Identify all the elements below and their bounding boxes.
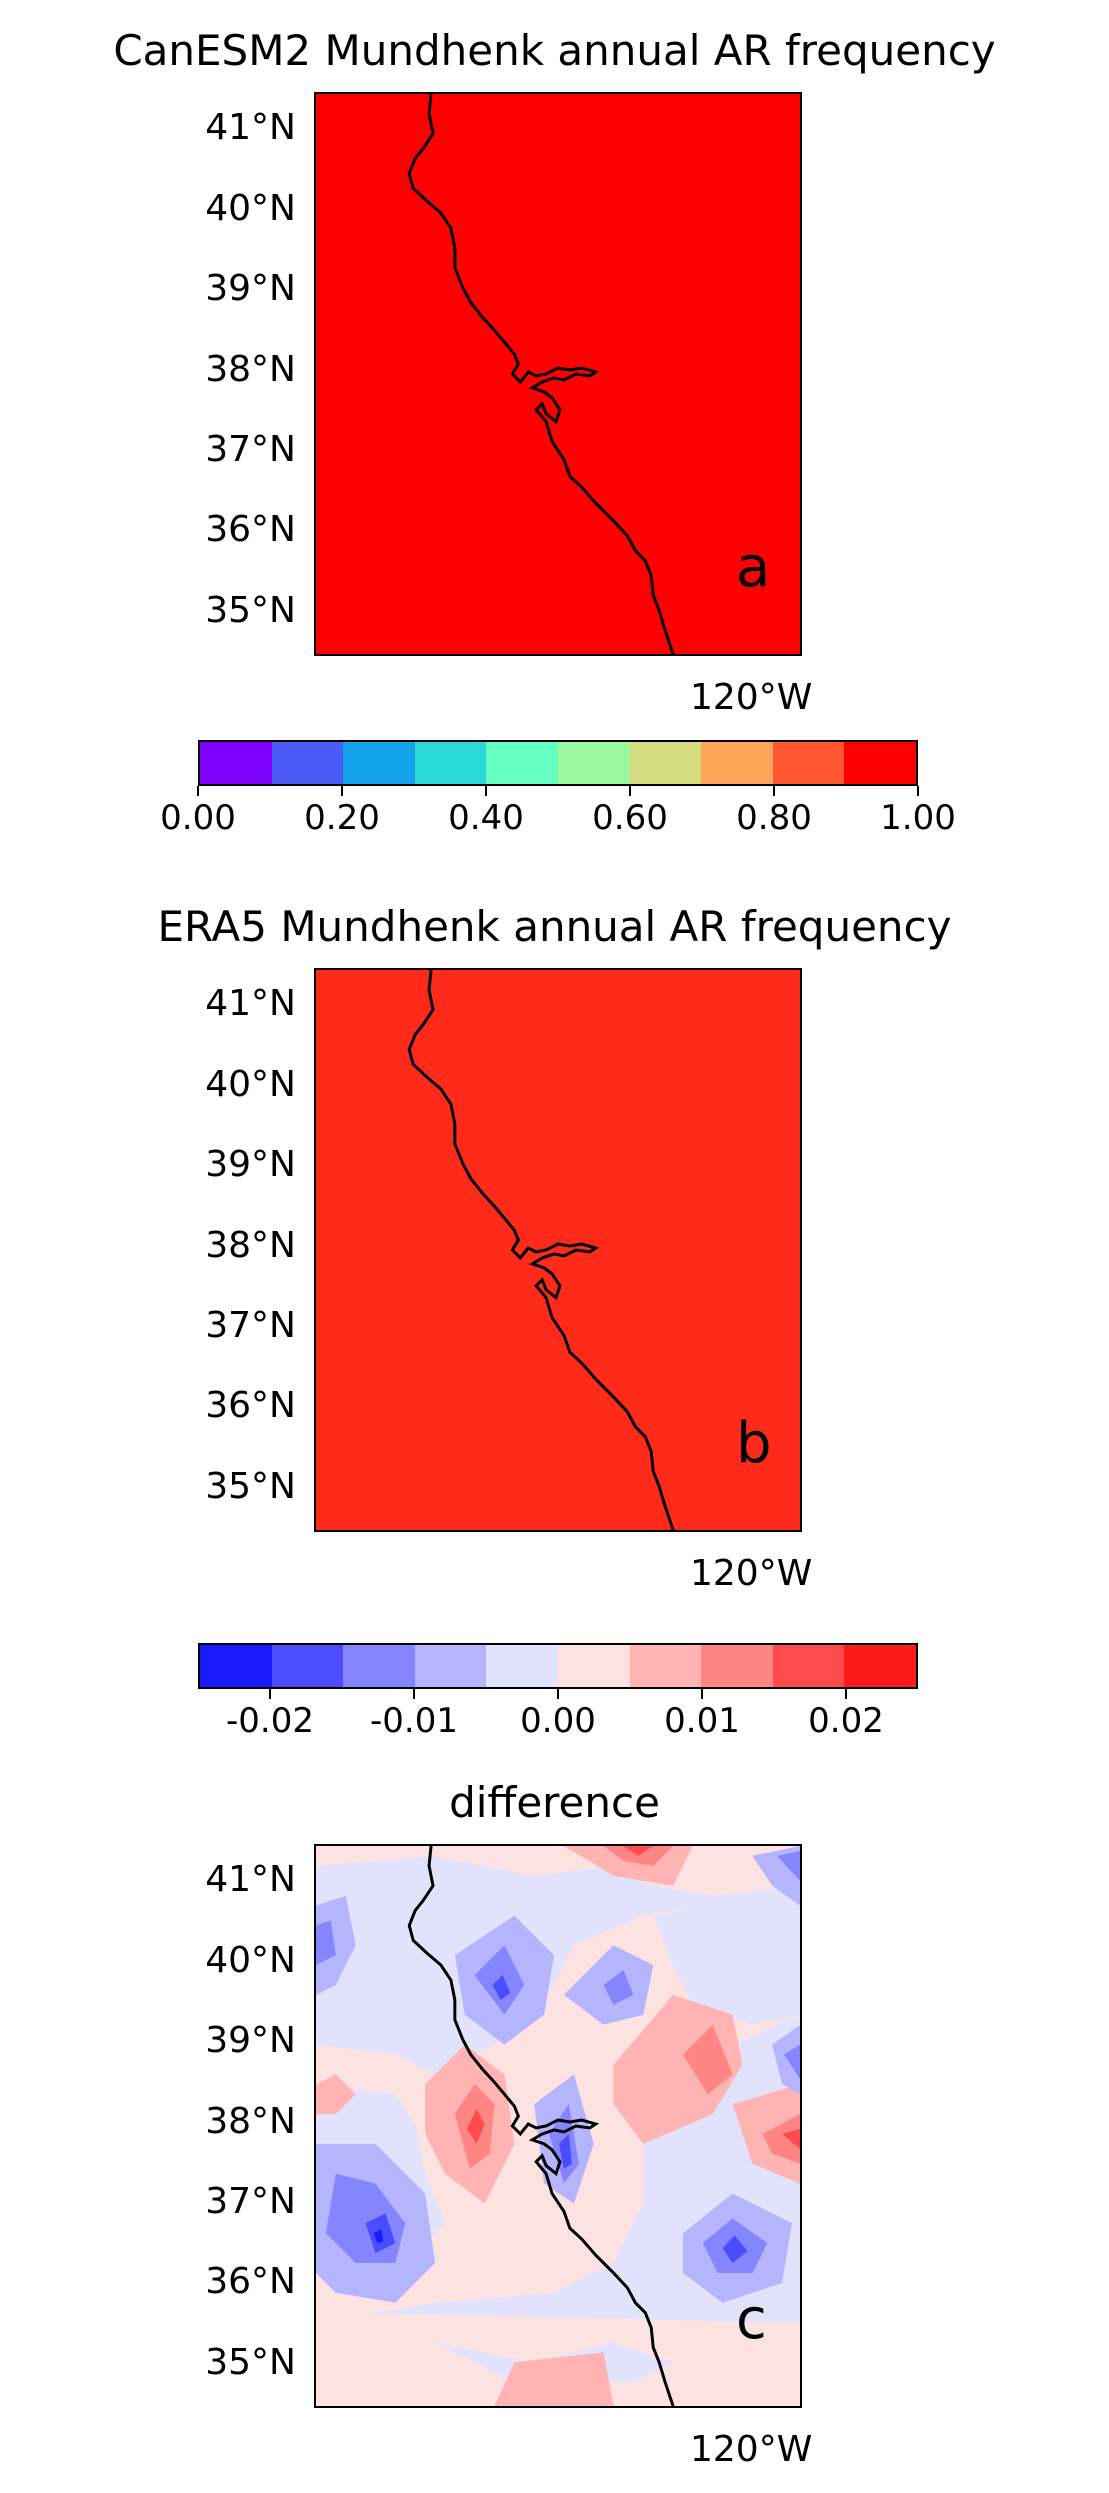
coastline-c [407,1846,675,2406]
cbar1-segment-7 [701,742,773,784]
cbar2-tick-label-3: 0.01 [664,1701,740,1741]
map-panel-c: c [314,1844,802,2408]
ytick-c-0: 41°N [205,1859,296,1900]
ytick-b-0: 41°N [205,983,296,1024]
cbar2-tick-mark-2 [557,1689,559,1699]
cbar1-tick-label-0: 0.00 [160,798,236,838]
cbar2-segment-8 [772,1645,845,1687]
ytick-a-4: 37°N [205,429,296,470]
cbar1-tick-label-2: 0.40 [448,798,524,838]
cbar1-tick-label-3: 0.60 [592,798,668,838]
cbar1-segment-4 [486,742,558,784]
cbar1-tick-mark-2 [485,786,487,796]
cbar1-tick-mark-4 [773,786,775,796]
ytick-c-5: 36°N [205,2261,296,2302]
ytick-a-5: 36°N [205,509,296,550]
cbar1-segment-6 [629,742,702,784]
frequency-field-a [316,94,800,654]
map-panel-b: b [314,968,802,1532]
cbar1-tick-mark-1 [341,786,343,796]
cbar2-tick-label-4: 0.02 [808,1701,884,1741]
cbar2-segment-5 [557,1645,630,1687]
cbar1-tick-mark-5 [917,786,919,796]
ytick-a-3: 38°N [205,349,296,390]
panel-label-b: b [736,1411,772,1476]
ytick-a-0: 41°N [205,107,296,148]
ytick-b-2: 39°N [205,1144,296,1185]
ytick-c-1: 40°N [205,1940,296,1981]
ytick-b-5: 36°N [205,1385,296,1426]
cbar1-tick-mark-3 [629,786,631,796]
cbar1-segment-2 [343,742,415,784]
cbar1-segment-1 [271,742,344,784]
coastline-b [407,970,675,1530]
cbar1-segment-5 [557,742,630,784]
cbar2-tick-mark-0 [269,1689,271,1699]
cbar2-segment-4 [486,1645,558,1687]
panel-label-a: a [736,535,771,600]
cbar2-tick-mark-1 [413,1689,415,1699]
cbar1-segment-3 [414,742,487,784]
ytick-b-3: 38°N [205,1225,296,1266]
ytick-c-3: 38°N [205,2101,296,2142]
xtick-a: 120°W [690,677,813,718]
ytick-c-6: 35°N [205,2342,296,2383]
ytick-a-1: 40°N [205,188,296,229]
colorbar-difference-label: difference [449,1778,660,1827]
cbar2-segment-9 [844,1645,916,1687]
panel-a-title: CanESM2 Mundhenk annual AR frequency [113,26,996,75]
cbar1-tick-label-1: 0.20 [304,798,380,838]
ytick-b-6: 35°N [205,1466,296,1507]
cbar2-segment-1 [271,1645,344,1687]
xtick-b: 120°W [690,1553,813,1594]
cbar1-segment-0 [200,742,272,784]
colorbar-frequency [198,740,918,786]
ytick-b-4: 37°N [205,1305,296,1346]
panel-b-title: ERA5 Mundhenk annual AR frequency [157,902,952,951]
cbar2-segment-3 [414,1645,487,1687]
cbar2-segment-0 [200,1645,272,1687]
cbar1-segment-8 [772,742,845,784]
cbar1-segment-9 [844,742,916,784]
ytick-a-6: 35°N [205,590,296,631]
panel-label-c: c [736,2287,767,2352]
coastline-a [407,94,675,654]
cbar2-segment-6 [629,1645,702,1687]
ytick-b-1: 40°N [205,1064,296,1105]
cbar2-tick-label-0: -0.02 [226,1701,314,1741]
cbar2-tick-label-2: 0.00 [520,1701,596,1741]
cbar1-tick-label-5: 1.00 [880,798,956,838]
cbar1-tick-label-4: 0.80 [736,798,812,838]
cbar2-segment-2 [343,1645,415,1687]
cbar2-tick-mark-3 [701,1689,703,1699]
ytick-c-2: 39°N [205,2020,296,2061]
xtick-c: 120°W [690,2429,813,2470]
frequency-field-b [316,970,800,1530]
ytick-c-4: 37°N [205,2181,296,2222]
map-panel-a: a [314,92,802,656]
cbar2-segment-7 [701,1645,773,1687]
cbar2-tick-label-1: -0.01 [370,1701,458,1741]
cbar2-tick-mark-4 [845,1689,847,1699]
ytick-a-2: 39°N [205,268,296,309]
colorbar-difference [198,1643,918,1689]
cbar1-tick-mark-0 [197,786,199,796]
